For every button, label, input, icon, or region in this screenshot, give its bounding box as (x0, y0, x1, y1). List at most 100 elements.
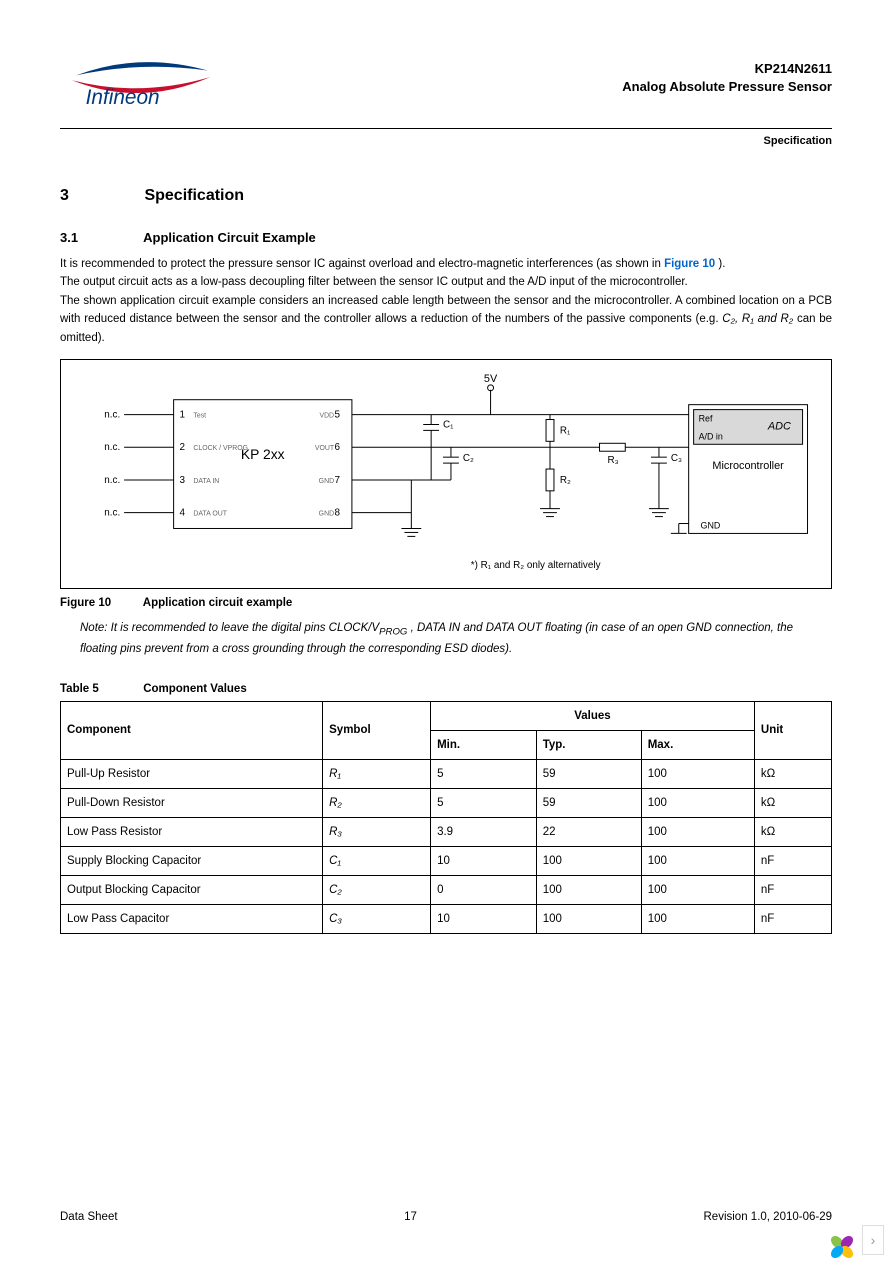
figure-text: Application circuit example (143, 597, 293, 609)
th-component: Component (61, 701, 323, 759)
table-cell-symbol: C₃ (323, 904, 431, 933)
table-cell-unit: nF (754, 875, 831, 904)
svg-text:GND: GND (701, 520, 721, 530)
table-cell-max: 100 (641, 875, 754, 904)
svg-text:DATA IN: DATA IN (193, 478, 219, 485)
svg-text:R₃: R₃ (607, 455, 618, 466)
svg-text:4: 4 (180, 508, 186, 519)
component-values-table: Component Symbol Values Unit Min. Typ. M… (60, 701, 832, 934)
th-min: Min. (431, 730, 537, 759)
figure-label: Figure 10 (60, 597, 140, 609)
footer-left: Data Sheet (60, 1211, 118, 1223)
table-cell-unit: nF (754, 904, 831, 933)
header-right: KP214N2611 Analog Absolute Pressure Sens… (622, 50, 832, 96)
svg-text:C₃: C₃ (671, 453, 682, 464)
svg-text:2: 2 (180, 442, 186, 453)
page-footer: Data Sheet 17 Revision 1.0, 2010-06-29 (60, 1211, 832, 1223)
table-row: Pull-Up ResistorR₁559100kΩ (61, 759, 832, 788)
th-unit: Unit (754, 701, 831, 759)
paragraph-3: The shown application circuit example co… (60, 292, 832, 347)
table-cell-min: 5 (431, 788, 537, 817)
table-cell-typ: 100 (536, 875, 641, 904)
table-row: Low Pass ResistorR₃3.922100kΩ (61, 817, 832, 846)
svg-text:GND: GND (319, 511, 334, 518)
svg-text:Ref: Ref (699, 413, 713, 423)
table-cell-unit: kΩ (754, 817, 831, 846)
next-page-button[interactable]: › (862, 1225, 884, 1255)
svg-text:Infineon: Infineon (86, 86, 160, 109)
table-cell-unit: kΩ (754, 788, 831, 817)
table-cell-max: 100 (641, 759, 754, 788)
paragraph-1: It is recommended to protect the pressur… (60, 255, 832, 273)
product-name: Analog Absolute Pressure Sensor (622, 78, 832, 96)
svg-text:VDD: VDD (319, 412, 334, 419)
svg-text:CLOCK / VPROG: CLOCK / VPROG (193, 445, 248, 452)
part-number: KP214N2611 (622, 60, 832, 78)
svg-text:R₁: R₁ (560, 425, 571, 436)
table-cell-typ: 22 (536, 817, 641, 846)
svg-text:8: 8 (335, 508, 341, 519)
table-row: Low Pass CapacitorC₃10100100nF (61, 904, 832, 933)
paragraph-2: The output circuit acts as a low-pass de… (60, 273, 832, 291)
figure-ref[interactable]: Figure 10 (664, 258, 715, 270)
table-cell-component: Pull-Up Resistor (61, 759, 323, 788)
svg-text:GND: GND (319, 478, 334, 485)
svg-text:R₂: R₂ (560, 475, 571, 486)
table-cell-typ: 59 (536, 788, 641, 817)
svg-text:1: 1 (180, 409, 186, 420)
svg-text:Microcontroller: Microcontroller (712, 460, 784, 472)
table-cell-min: 10 (431, 846, 537, 875)
table-cell-max: 100 (641, 788, 754, 817)
svg-text:VOUT: VOUT (315, 445, 335, 452)
section-title: 3 Specification (60, 187, 832, 205)
svg-text:5: 5 (335, 409, 341, 420)
table-cell-min: 0 (431, 875, 537, 904)
svg-text:n.c.: n.c. (104, 409, 120, 420)
subsection-name: Application Circuit Example (143, 230, 316, 245)
svg-text:C₁: C₁ (443, 419, 454, 430)
subsection-title: 3.1 Application Circuit Example (60, 230, 832, 245)
th-typ: Typ. (536, 730, 641, 759)
table-cell-min: 5 (431, 759, 537, 788)
section-number: 3 (60, 187, 140, 205)
figure-caption: Figure 10 Application circuit example (60, 597, 832, 609)
table-row: Output Blocking CapacitorC₂0100100nF (61, 875, 832, 904)
table-cell-symbol: R₁ (323, 759, 431, 788)
table-cell-symbol: R₃ (323, 817, 431, 846)
svg-text:5V: 5V (484, 373, 498, 385)
svg-text:3: 3 (180, 475, 186, 486)
svg-text:n.c.: n.c. (104, 475, 120, 486)
table-cell-typ: 100 (536, 846, 641, 875)
table-cell-unit: kΩ (754, 759, 831, 788)
section-name: Specification (144, 187, 244, 204)
svg-text:A/D in: A/D in (699, 431, 723, 441)
page: Infineon KP214N2611 Analog Absolute Pres… (0, 0, 892, 1263)
th-values: Values (431, 701, 755, 730)
header-section-tag: Specification (60, 135, 832, 147)
table-label: Table 5 (60, 683, 140, 695)
svg-text:DATA OUT: DATA OUT (193, 511, 227, 518)
table-cell-typ: 59 (536, 759, 641, 788)
svg-text:n.c.: n.c. (104, 442, 120, 453)
table-body: Pull-Up ResistorR₁559100kΩPull-Down Resi… (61, 759, 832, 933)
table-cell-max: 100 (641, 846, 754, 875)
svg-text:Test: Test (193, 412, 206, 419)
table-cell-unit: nF (754, 846, 831, 875)
svg-text:ADC: ADC (767, 420, 791, 432)
table-cell-component: Pull-Down Resistor (61, 788, 323, 817)
table-caption: Component Values (143, 683, 247, 695)
table-cell-component: Low Pass Capacitor (61, 904, 323, 933)
table-cell-symbol: C₁ (323, 846, 431, 875)
table-cell-component: Low Pass Resistor (61, 817, 323, 846)
subsection-number: 3.1 (60, 230, 140, 245)
svg-text:n.c.: n.c. (104, 508, 120, 519)
svg-text:*) R₁ and R₂ only alternativel: *) R₁ and R₂ only alternatively (471, 560, 601, 571)
table-cell-component: Supply Blocking Capacitor (61, 846, 323, 875)
circuit-diagram: KP 2xx n.c.1Test n.c.2CLOCK / VPROG n.c.… (60, 359, 832, 589)
table-cell-symbol: C₂ (323, 875, 431, 904)
th-symbol: Symbol (323, 701, 431, 759)
petal-logo-icon[interactable] (828, 1226, 856, 1254)
table-header-row: Component Symbol Values Unit (61, 701, 832, 730)
infineon-logo: Infineon (60, 50, 220, 120)
svg-text:C₂: C₂ (463, 453, 474, 464)
